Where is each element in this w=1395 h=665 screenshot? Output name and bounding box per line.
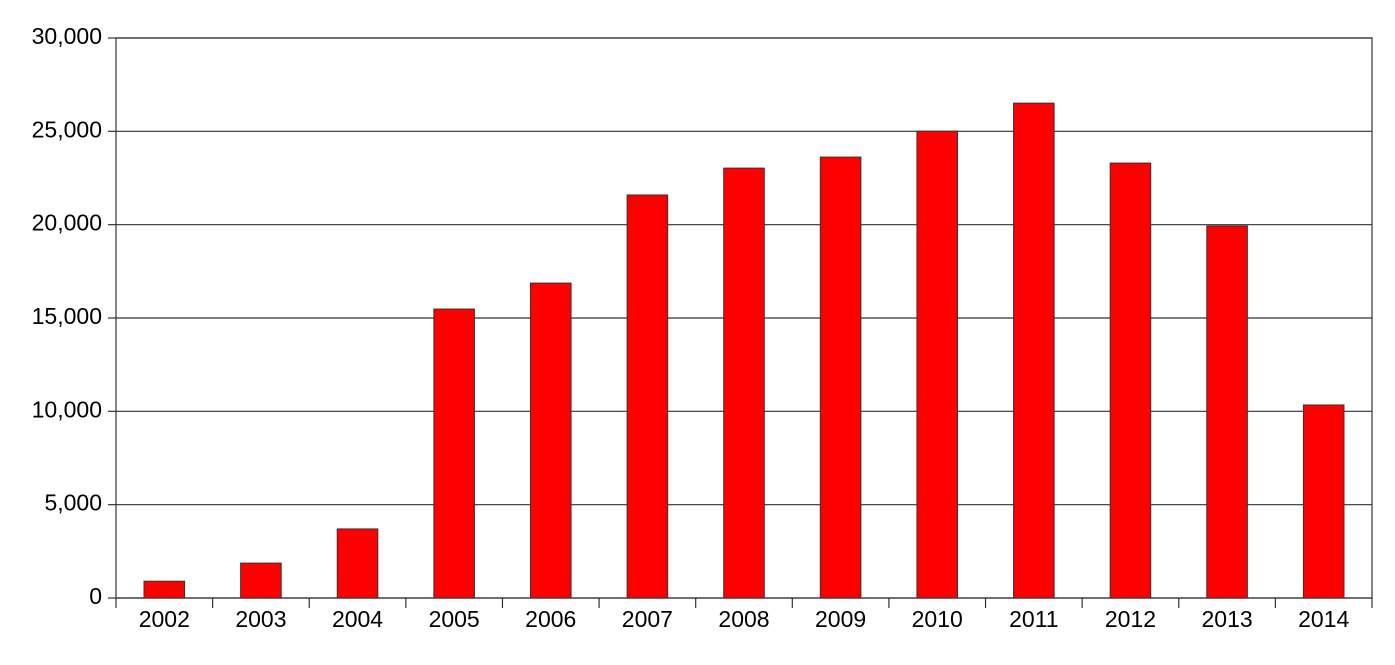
y-tick-label: 15,000 (32, 303, 102, 329)
bar (916, 130, 959, 599)
bar (1013, 102, 1055, 599)
y-tick-label: 30,000 (32, 23, 102, 49)
x-tick-label: 2013 (1201, 606, 1252, 632)
x-tick-label: 2007 (622, 606, 673, 632)
bar (626, 194, 669, 599)
x-tick-label: 2004 (332, 606, 383, 632)
bar (240, 562, 282, 599)
bar (1302, 404, 1345, 599)
x-tick-label: 2005 (429, 606, 480, 632)
bar (336, 528, 379, 599)
x-tick-label: 2008 (718, 606, 769, 632)
x-tick-label: 2014 (1298, 606, 1349, 632)
y-tick-label: 25,000 (32, 116, 102, 142)
x-tick-label: 2010 (912, 606, 963, 632)
y-tick-label: 5,000 (44, 490, 102, 516)
x-tick-label: 2009 (815, 606, 866, 632)
bar (819, 156, 862, 599)
bar (1109, 162, 1152, 599)
x-tick-label: 2011 (1009, 606, 1058, 632)
x-tick-label: 2012 (1105, 606, 1156, 632)
x-tick-label: 2006 (525, 606, 576, 632)
bar (1206, 225, 1248, 599)
x-tick-label: 2003 (235, 606, 286, 632)
x-tick-label: 2002 (139, 606, 190, 632)
bar (529, 282, 572, 599)
y-tick-label: 10,000 (32, 396, 102, 422)
y-tick-label: 0 (89, 583, 102, 609)
bar (143, 580, 186, 599)
bar (723, 167, 765, 599)
bar (433, 308, 475, 599)
y-tick-label: 20,000 (32, 210, 102, 236)
